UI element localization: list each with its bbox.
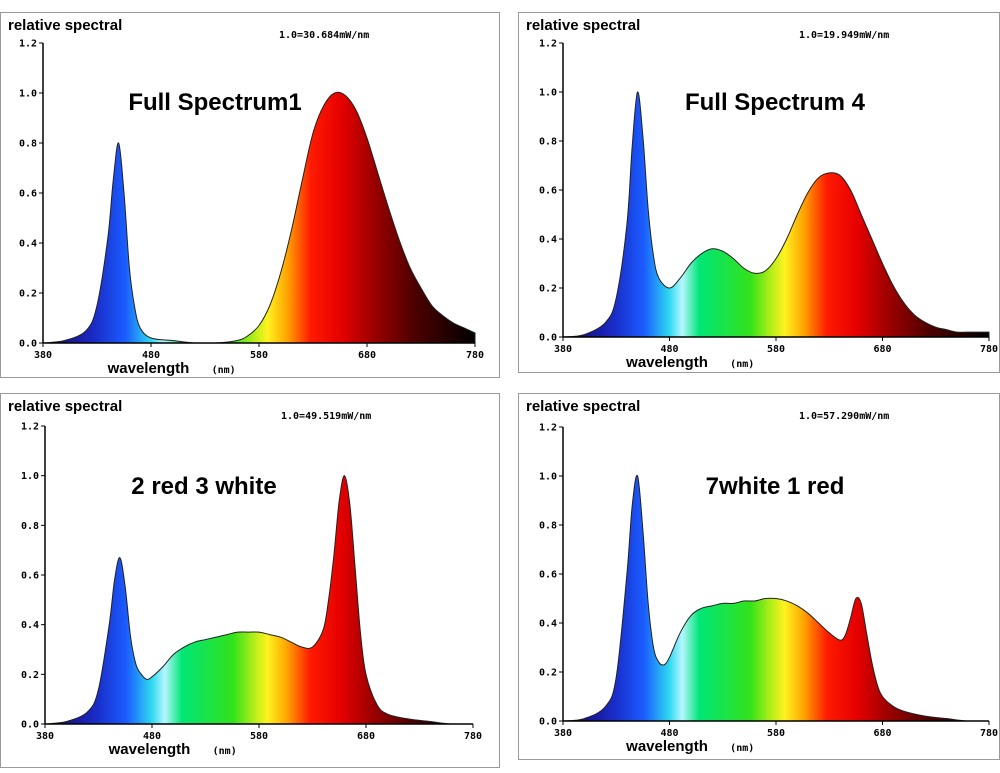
- y-tick-label: 0.8: [19, 139, 37, 150]
- calibration-label: 1.0=19.949mW/nm: [799, 30, 889, 41]
- chart-title: Full Spectrum1: [128, 89, 301, 116]
- x-axis-label: wavelength: [108, 741, 191, 758]
- y-tick-label: 0.0: [21, 720, 39, 731]
- chart-title: 7white 1 red: [706, 473, 845, 500]
- y-tick-label: 1.0: [19, 89, 37, 100]
- x-tick-label: 580: [767, 344, 785, 355]
- x-tick-label: 380: [36, 731, 54, 742]
- x-tick-label: 780: [980, 344, 998, 355]
- x-tick-label: 380: [554, 728, 572, 739]
- y-tick-label: 0.8: [21, 521, 39, 532]
- y-tick-label: 1.2: [19, 39, 37, 50]
- x-tick-label: 780: [466, 350, 484, 361]
- spectrum-panel-2-red-3-white: 0.0 0.2 0.4 0.6 0.8 1.0 1.2 380 480 580 680 780 rela…: [0, 393, 500, 768]
- chart-title: 2 red 3 white: [131, 473, 276, 500]
- x-axis-label: wavelength: [625, 354, 708, 371]
- y-tick-label: 0.6: [19, 189, 37, 200]
- y-tick-label: 0.2: [19, 289, 37, 300]
- y-axis-label: relative spectral: [526, 17, 640, 34]
- x-tick-label: 580: [250, 731, 268, 742]
- calibration-label: 1.0=30.684mW/nm: [279, 30, 369, 41]
- x-tick-label: 680: [873, 728, 891, 739]
- y-tick-label: 0.0: [539, 333, 557, 344]
- spectrum-chart: 0.0 0.2 0.4 0.6 0.8 1.0 1.2 380 480 580 680 780 rela…: [526, 398, 998, 755]
- calibration-label: 1.0=57.290mW/nm: [799, 411, 889, 422]
- spectrum-chart: 0.0 0.2 0.4 0.6 0.8 1.0 1.2 380 480 580 680 780 rela…: [526, 17, 998, 371]
- calibration-label: 1.0=49.519mW/nm: [281, 411, 371, 422]
- x-axis-unit: (nm): [213, 746, 237, 757]
- spectrum-area: [562, 474, 989, 722]
- y-tick-label: 1.0: [21, 471, 39, 482]
- x-tick-label: 580: [250, 350, 268, 361]
- y-tick-label: 0.2: [539, 284, 557, 295]
- x-tick-label: 780: [464, 731, 482, 742]
- y-tick-label: 0.0: [539, 717, 557, 728]
- x-tick-label: 380: [34, 350, 52, 361]
- y-tick-label: 0.6: [539, 186, 557, 197]
- y-tick-label: 0.4: [539, 619, 557, 630]
- spectrum-panel-full-spectrum-4: 0.0 0.2 0.4 0.6 0.8 1.0 1.2 380 480 580 680 780 rela…: [518, 12, 1000, 373]
- x-tick-label: 480: [142, 350, 160, 361]
- y-tick-label: 0.2: [539, 668, 557, 679]
- x-tick-label: 680: [357, 731, 375, 742]
- y-tick-label: 0.6: [21, 571, 39, 582]
- y-tick-label: 0.4: [19, 239, 37, 250]
- y-tick-label: 1.0: [539, 472, 557, 483]
- spectrum-area: [42, 91, 476, 344]
- x-tick-label: 680: [358, 350, 376, 361]
- y-tick-label: 0.2: [21, 670, 39, 681]
- y-tick-label: 1.2: [539, 39, 557, 50]
- y-tick-label: 0.6: [539, 570, 557, 581]
- y-tick-label: 0.0: [19, 339, 37, 350]
- x-tick-label: 480: [660, 344, 678, 355]
- y-tick-label: 0.4: [21, 620, 39, 631]
- y-tick-label: 1.0: [539, 88, 557, 99]
- spectrum-area: [44, 475, 473, 725]
- y-tick-label: 0.4: [539, 235, 557, 246]
- chart-title: Full Spectrum 4: [685, 89, 866, 116]
- x-axis-label: wavelength: [107, 360, 190, 377]
- y-axis-label: relative spectral: [8, 17, 122, 34]
- spectrum-panel-full-spectrum-1: 0.0 0.2 0.4 0.6 0.8 1.0 1.2 380 480 580 680 780 rela…: [0, 12, 500, 378]
- x-axis-label: wavelength: [625, 738, 708, 755]
- x-tick-label: 480: [660, 728, 678, 739]
- x-axis-unit: (nm): [730, 359, 754, 370]
- y-tick-label: 0.8: [539, 137, 557, 148]
- y-axis-label: relative spectral: [8, 398, 122, 415]
- spectrum-area: [562, 91, 990, 338]
- y-tick-label: 1.2: [21, 422, 39, 433]
- x-tick-label: 680: [873, 344, 891, 355]
- x-axis-unit: (nm): [730, 743, 754, 754]
- spectrum-chart: 0.0 0.2 0.4 0.6 0.8 1.0 1.2 380 480 580 680 780 rela…: [8, 398, 482, 758]
- x-tick-label: 580: [767, 728, 785, 739]
- x-axis-unit: (nm): [212, 365, 236, 376]
- y-tick-label: 0.8: [539, 521, 557, 532]
- y-tick-label: 1.2: [539, 423, 557, 434]
- spectrum-panel-7-white-1-red: 0.0 0.2 0.4 0.6 0.8 1.0 1.2 380 480 580 680 780 rela…: [518, 393, 1000, 760]
- x-tick-label: 780: [980, 728, 998, 739]
- spectrum-chart: 0.0 0.2 0.4 0.6 0.8 1.0 1.2 380 480 580 680 780 rela…: [8, 17, 484, 377]
- y-axis-label: relative spectral: [526, 398, 640, 415]
- x-tick-label: 480: [143, 731, 161, 742]
- x-tick-label: 380: [554, 344, 572, 355]
